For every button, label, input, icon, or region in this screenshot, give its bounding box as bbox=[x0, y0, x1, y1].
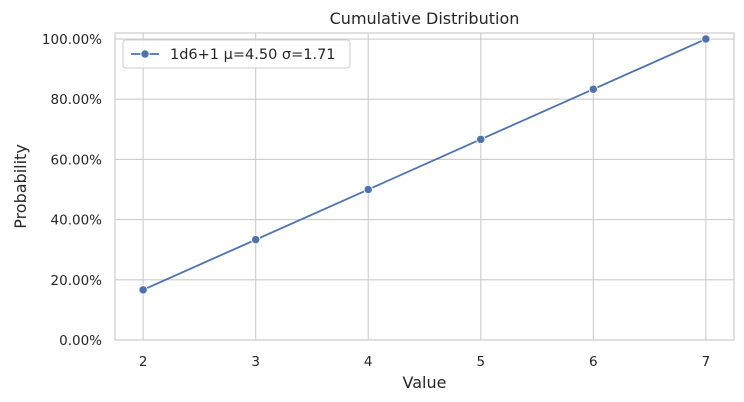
legend: 1d6+1 μ=4.50 σ=1.71 bbox=[122, 39, 351, 69]
x-tick-label: 6 bbox=[589, 354, 598, 370]
legend-frame bbox=[122, 39, 351, 69]
y-axis-label: Probability bbox=[11, 144, 30, 229]
y-tick-label: 40.00% bbox=[51, 213, 103, 229]
x-axis-ticks: 2 3 4 5 6 7 bbox=[139, 354, 710, 370]
grid-lines bbox=[115, 33, 734, 341]
x-tick-label: 3 bbox=[251, 354, 260, 370]
data-point bbox=[363, 184, 373, 195]
data-point bbox=[138, 285, 148, 295]
series-layer bbox=[138, 34, 711, 295]
chart-title: Cumulative Distribution bbox=[330, 9, 520, 28]
plot-area bbox=[114, 32, 735, 341]
x-tick-label: 4 bbox=[364, 354, 373, 370]
x-tick-label: 5 bbox=[476, 354, 485, 370]
x-tick-label: 2 bbox=[139, 354, 148, 370]
data-point bbox=[476, 134, 486, 144]
y-tick-label: 80.00% bbox=[51, 92, 103, 108]
x-tick-label: 7 bbox=[702, 354, 711, 370]
x-axis-label: Value bbox=[403, 373, 447, 392]
series-line bbox=[142, 38, 707, 291]
data-point bbox=[251, 235, 261, 245]
data-point bbox=[588, 84, 598, 94]
y-tick-label: 20.00% bbox=[51, 273, 103, 289]
legend-entry-label: 1d6+1 μ=4.50 σ=1.71 bbox=[170, 47, 336, 63]
legend-marker-swatch bbox=[140, 49, 150, 59]
data-point bbox=[701, 34, 711, 44]
y-axis-ticks: 0.00% 20.00% 40.00% 60.00% 80.00% 100.00% bbox=[42, 32, 102, 349]
y-tick-label: 60.00% bbox=[51, 152, 103, 168]
y-tick-label: 0.00% bbox=[59, 333, 102, 349]
y-tick-label: 100.00% bbox=[42, 32, 102, 48]
